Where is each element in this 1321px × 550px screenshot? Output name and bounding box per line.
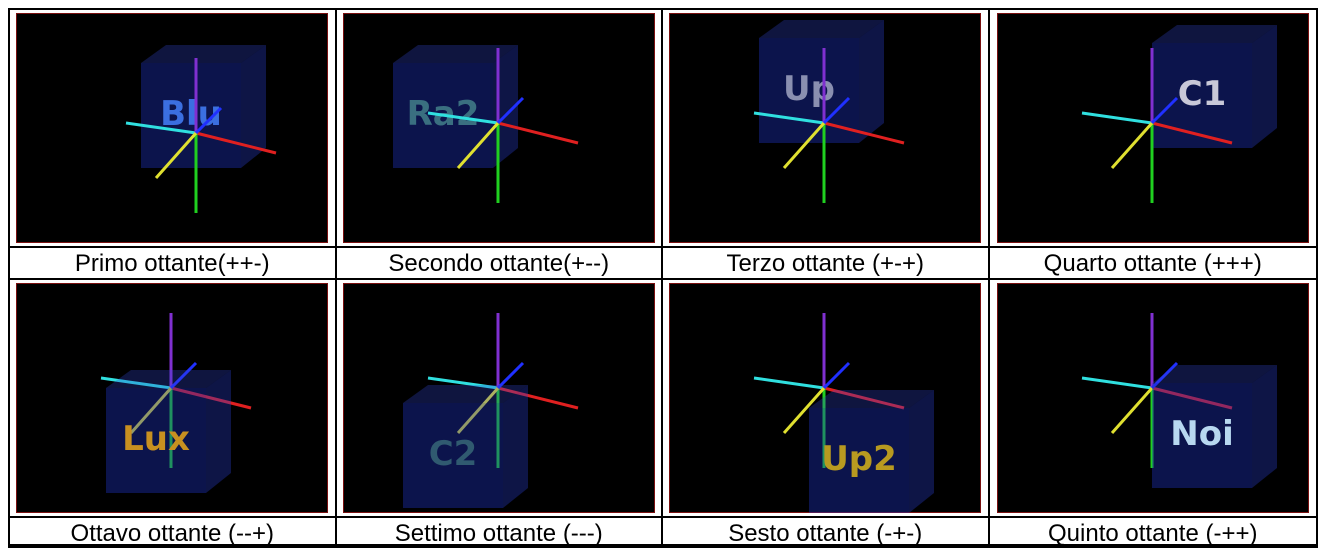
octant-render: Up (669, 13, 982, 243)
cube-side (206, 370, 232, 493)
axis (170, 361, 198, 390)
axis (1081, 111, 1152, 125)
caption: Primo ottante(++-) (10, 246, 337, 280)
octant-render: C2 (342, 283, 655, 513)
cube-side (909, 390, 935, 513)
axis (496, 361, 524, 390)
cube-front (106, 388, 207, 493)
axis (427, 376, 498, 390)
axis (496, 96, 524, 125)
axis (783, 122, 826, 169)
cell-image: Up2 (663, 280, 990, 516)
axis (1150, 96, 1178, 125)
octant-render: Ra2 (342, 13, 655, 243)
axis (456, 387, 499, 434)
caption: Sesto ottante (-+-) (663, 516, 990, 546)
axis (823, 121, 905, 145)
axis (456, 122, 499, 169)
octant-table: Blu Ra2 Up C1 Primo ottante(++-) Secondo otta… (8, 8, 1318, 548)
cube-front (1151, 43, 1252, 148)
cube-label: C2 (428, 434, 477, 474)
cell-image: Up (663, 10, 990, 246)
cube-top (759, 20, 885, 38)
octant-render: Noi (996, 283, 1309, 513)
axis (1150, 361, 1178, 390)
cell-image: Blu (10, 10, 337, 246)
axis (497, 386, 579, 410)
cube-label: Lux (122, 419, 190, 459)
axis (823, 361, 851, 390)
octant-render: Blu (16, 13, 329, 243)
cell-image: C1 (990, 10, 1317, 246)
cube-top (392, 45, 518, 63)
axis (126, 121, 197, 135)
caption: Terzo ottante (+-+) (663, 246, 990, 280)
axis (754, 376, 825, 390)
cube-front (809, 408, 910, 513)
axis (170, 386, 252, 410)
caption: Settimo ottante (---) (336, 516, 663, 546)
cube-label: Noi (1170, 414, 1233, 454)
cube-side (241, 45, 267, 168)
cell-image: Ra2 (337, 10, 663, 246)
axis (783, 387, 826, 434)
axis (195, 131, 277, 155)
axis (1151, 386, 1233, 410)
cell-image: C2 (337, 280, 663, 516)
axis (1151, 121, 1233, 145)
cube-label: C1 (1177, 74, 1226, 114)
caption: Quinto ottante (-++) (989, 516, 1316, 546)
cube-top (402, 385, 528, 403)
cube-top (809, 390, 935, 408)
cube-top (141, 45, 267, 63)
axis (497, 121, 579, 145)
cube-front (141, 63, 242, 168)
cube-side (1251, 25, 1277, 148)
axis (1110, 387, 1153, 434)
cube-front (759, 38, 860, 143)
axis (823, 96, 851, 125)
octant-render: Up2 (669, 283, 982, 513)
render-bg (16, 13, 329, 243)
cube-side (1251, 365, 1277, 488)
axis (754, 111, 825, 125)
cube-side (859, 20, 885, 143)
axis (427, 111, 498, 125)
cube-top (1151, 25, 1277, 43)
octant-render: Lux (16, 283, 329, 513)
caption: Quarto ottante (+++) (989, 246, 1316, 280)
cube-front (1151, 383, 1252, 488)
cube-top (1151, 365, 1277, 383)
axis (101, 376, 172, 390)
axis (823, 386, 905, 410)
cube-label: Blu (160, 94, 222, 134)
axis (1081, 376, 1152, 390)
axis (155, 132, 198, 179)
axis (195, 106, 223, 135)
cell-image: Noi (990, 280, 1317, 516)
caption: Secondo ottante(+--) (336, 246, 663, 280)
cube-side (502, 385, 528, 508)
cube-label: Up2 (821, 439, 897, 479)
axis (1110, 122, 1153, 169)
axis (130, 387, 173, 434)
cube-label: Up (783, 69, 835, 109)
caption: Ottavo ottante (--+) (10, 516, 337, 546)
cube-front (402, 403, 503, 508)
cell-image: Lux (10, 280, 337, 516)
octant-render: C1 (996, 13, 1309, 243)
cube-top (106, 370, 232, 388)
